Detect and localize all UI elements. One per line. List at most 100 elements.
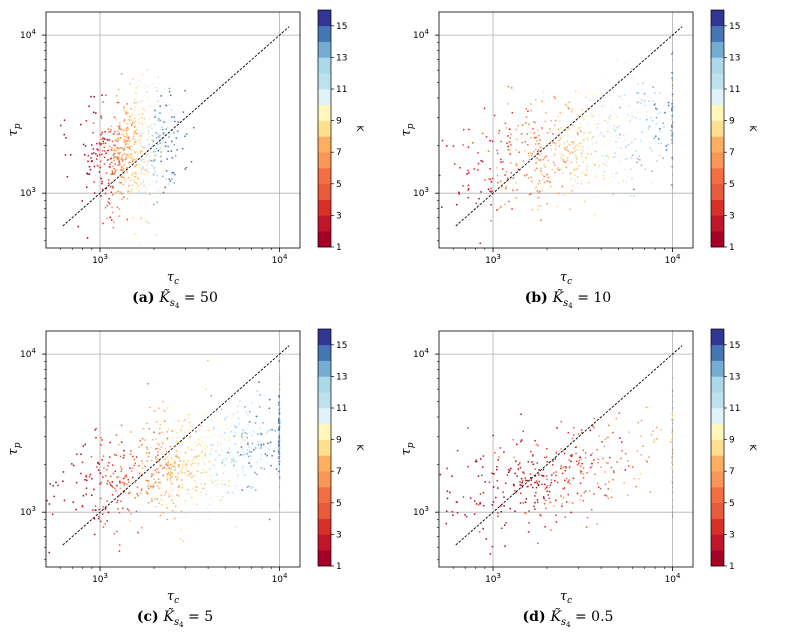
data-point — [603, 142, 605, 145]
data-point — [495, 468, 498, 471]
data-point — [607, 177, 610, 180]
data-point — [238, 455, 240, 457]
data-point — [122, 183, 125, 186]
data-point — [569, 173, 572, 175]
data-point — [152, 173, 155, 176]
data-point — [278, 453, 281, 455]
data-point — [607, 436, 610, 438]
data-point — [136, 132, 139, 135]
data-point — [104, 508, 107, 511]
data-point — [122, 173, 125, 175]
data-point — [278, 418, 280, 420]
data-point — [131, 114, 134, 116]
data-point — [132, 78, 134, 80]
data-point — [615, 134, 617, 137]
plot-frame — [45, 11, 301, 249]
data-point — [645, 118, 648, 121]
data-point — [228, 479, 231, 482]
data-point — [571, 454, 573, 456]
data-point — [445, 510, 448, 513]
data-point — [113, 157, 115, 160]
data-point — [122, 507, 124, 510]
colorbar-band — [711, 199, 724, 216]
data-point — [201, 450, 204, 453]
data-point — [160, 142, 163, 145]
data-point — [111, 211, 114, 214]
data-point — [571, 190, 573, 192]
data-point — [542, 468, 545, 471]
panel-caption: (d) K̃s4 = 0.5 — [523, 607, 614, 629]
data-point — [534, 169, 536, 172]
data-point — [562, 488, 564, 490]
data-point — [187, 470, 189, 472]
data-point — [570, 511, 572, 514]
data-point — [81, 506, 84, 508]
data-point — [278, 451, 281, 453]
data-point — [156, 468, 158, 471]
data-point — [635, 485, 638, 488]
data-point — [217, 495, 219, 498]
data-point — [138, 132, 140, 135]
data-point — [667, 104, 670, 107]
data-point — [522, 502, 525, 504]
data-point — [171, 437, 174, 439]
data-point — [123, 178, 126, 180]
data-point — [123, 148, 126, 150]
data-point — [484, 179, 486, 181]
plot-frame — [438, 330, 694, 568]
data-point — [72, 501, 75, 503]
data-point — [539, 205, 542, 207]
data-point — [584, 173, 586, 175]
data-point — [520, 439, 523, 441]
data-point — [138, 122, 140, 124]
data-point — [131, 191, 133, 194]
data-point — [128, 185, 130, 187]
data-point — [36, 457, 38, 459]
data-point — [644, 459, 647, 461]
data-point — [123, 119, 126, 121]
data-point — [517, 125, 519, 127]
data-point — [482, 527, 484, 530]
data-point — [499, 447, 502, 449]
panel-caption: (a) K̃s4 = 50 — [132, 288, 218, 310]
data-point — [526, 486, 529, 488]
data-point — [167, 459, 170, 462]
data-point — [130, 470, 133, 472]
data-point — [102, 140, 105, 143]
data-point — [113, 116, 116, 119]
colorbar-band — [711, 104, 724, 121]
data-point — [619, 106, 621, 109]
data-point — [639, 472, 641, 475]
data-point — [541, 126, 543, 129]
data-point — [536, 501, 539, 504]
colorbar-frame — [317, 9, 332, 248]
data-point — [123, 449, 125, 452]
data-point — [119, 500, 122, 503]
data-point — [604, 471, 606, 473]
data-point — [651, 170, 653, 173]
data-point — [604, 119, 606, 122]
data-point — [225, 457, 228, 460]
colorbar-band — [318, 41, 331, 58]
data-point — [125, 154, 128, 156]
data-point — [153, 431, 155, 434]
data-point — [171, 116, 173, 118]
data-point — [263, 468, 266, 470]
data-point — [561, 136, 563, 138]
data-point — [626, 460, 629, 462]
data-point — [115, 95, 118, 97]
data-point — [640, 419, 643, 422]
data-point — [229, 454, 231, 457]
data-point — [591, 156, 594, 159]
colorbar-band — [318, 344, 331, 361]
data-point — [134, 143, 137, 145]
data-point — [254, 422, 257, 424]
data-point — [154, 498, 156, 500]
data-point — [256, 461, 259, 464]
data-point — [170, 495, 173, 497]
data-point — [156, 90, 159, 92]
data-point — [171, 488, 173, 491]
data-point — [122, 176, 125, 179]
data-point — [671, 431, 674, 433]
data-point — [518, 151, 520, 153]
